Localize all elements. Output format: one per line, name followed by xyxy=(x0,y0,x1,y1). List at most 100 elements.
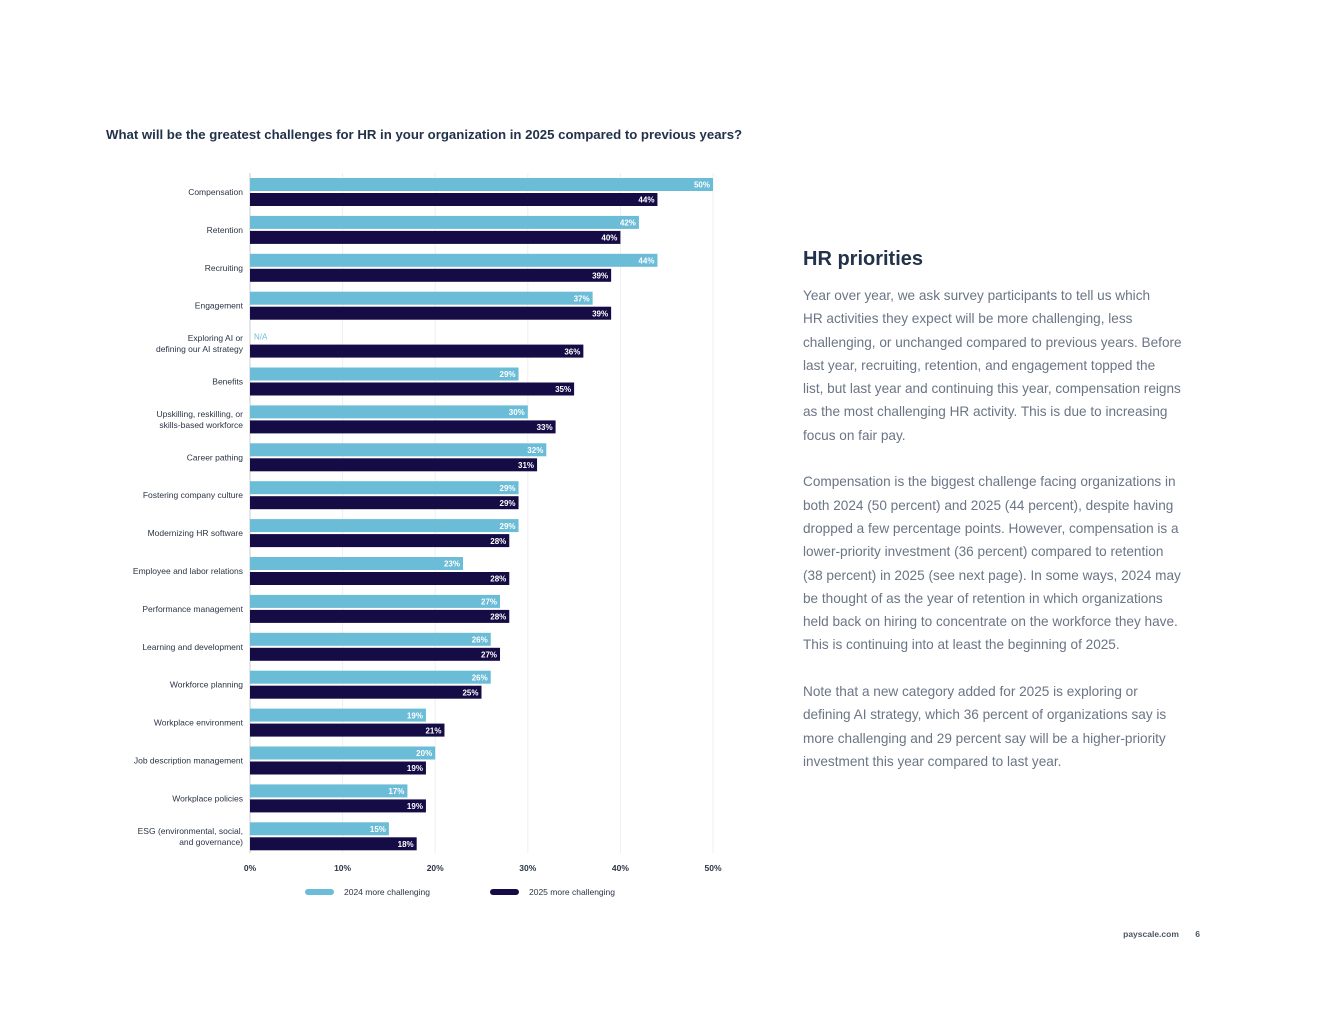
bar-2024 xyxy=(250,519,519,533)
category-label: Employee and labor relations xyxy=(133,566,243,576)
bar-2024-label: 23% xyxy=(444,560,460,569)
body-paragraph: Note that a new category added for 2025 … xyxy=(803,680,1208,773)
page-footer: payscale.com 6 xyxy=(1123,929,1200,939)
bar-2025-label: 35% xyxy=(555,385,571,394)
bar-2025 xyxy=(250,761,426,775)
category-label: Learning and development xyxy=(142,642,243,652)
legend-swatch-2024 xyxy=(305,889,334,895)
paragraph-line: lower-priority investment (36 percent) c… xyxy=(803,544,1164,560)
bar-2025-label: 21% xyxy=(425,726,441,735)
category-label: defining our AI strategy xyxy=(156,344,244,354)
bar-2024 xyxy=(250,253,658,267)
category-label: Compensation xyxy=(188,187,243,197)
bar-2025 xyxy=(250,496,519,510)
bar-2024 xyxy=(250,822,389,836)
bar-2024-label: 15% xyxy=(370,825,386,834)
section-body: Year over year, we ask survey participan… xyxy=(803,284,1208,773)
bar-2025-label: 27% xyxy=(481,651,497,660)
paragraph-line: both 2024 (50 percent) and 2025 (44 perc… xyxy=(803,497,1174,513)
paragraph-line: more challenging and 29 percent say will… xyxy=(803,730,1166,746)
bar-2025 xyxy=(250,193,658,206)
category-label: Benefits xyxy=(212,377,243,387)
page-number: 6 xyxy=(1195,929,1200,939)
category-label: Job description management xyxy=(134,756,244,766)
bar-2024-label: 29% xyxy=(500,370,516,379)
bar-2024-label: 30% xyxy=(509,408,525,417)
bar-2025-label: 36% xyxy=(564,347,580,356)
paragraph-line: Compensation is the biggest challenge fa… xyxy=(803,474,1176,490)
bar-2024 xyxy=(250,670,491,684)
bar-2024 xyxy=(250,632,491,646)
bar-2025 xyxy=(250,268,612,282)
bar-2024-label: 20% xyxy=(416,749,432,758)
bar-2025-label: 33% xyxy=(537,423,553,432)
paragraph-line: be thought of as the year of retention i… xyxy=(803,590,1163,606)
category-label: Modernizing HR software xyxy=(148,528,244,538)
hr-priorities-section: HR priorities Year over year, we ask sur… xyxy=(803,248,1208,797)
bar-2024 xyxy=(250,178,713,191)
bar-2025 xyxy=(250,799,426,813)
paragraph-line: Note that a new category added for 2025 … xyxy=(803,684,1138,700)
paragraph-line: focus on fair pay. xyxy=(803,427,906,443)
bar-2025 xyxy=(250,685,482,699)
category-label: Recruiting xyxy=(205,263,244,273)
bar-2024 xyxy=(250,215,639,229)
bar-2025 xyxy=(250,344,584,358)
bar-2024 xyxy=(250,291,593,305)
x-tick-label: 10% xyxy=(334,863,351,873)
category-label: Workplace environment xyxy=(154,718,244,728)
section-title: HR priorities xyxy=(803,248,924,270)
bar-2025-label: 39% xyxy=(592,309,608,318)
bar-2024 xyxy=(250,367,519,381)
bar-2024-label: 44% xyxy=(638,257,654,266)
bar-2024 xyxy=(250,746,436,760)
x-tick-label: 0% xyxy=(244,863,257,873)
paragraph-line: investment this year compared to last ye… xyxy=(803,753,1062,769)
bar-2025 xyxy=(250,382,575,396)
bar-2024-label: 37% xyxy=(574,294,590,303)
x-tick-label: 30% xyxy=(519,863,536,873)
bar-2024 xyxy=(250,481,519,495)
chart-title: What will be the greatest challenges for… xyxy=(106,127,743,142)
bar-2024 xyxy=(250,784,408,798)
bar-2024 xyxy=(250,405,528,419)
paragraph-line: defining AI strategy, which 36 percent o… xyxy=(803,707,1167,723)
bar-2025-label: 39% xyxy=(592,272,608,281)
bar-2024-label: 29% xyxy=(500,522,516,531)
bar-2024-label: 19% xyxy=(407,711,423,720)
category-label: ESG (environmental, social, xyxy=(138,826,243,836)
paragraph-line: HR activities they expect will be more c… xyxy=(803,311,1133,327)
paragraph-line: held back on hiring to concentrate on th… xyxy=(803,614,1178,630)
paragraph-line: dropped a few percentage points. However… xyxy=(803,520,1179,536)
bar-2024 xyxy=(250,708,426,722)
bar-2025 xyxy=(250,647,501,661)
paragraph-line: (38 percent) in 2025 (see next page). In… xyxy=(803,567,1181,583)
bar-2024-label: 32% xyxy=(527,446,543,455)
category-label: Fostering company culture xyxy=(143,490,243,500)
body-paragraph: Compensation is the biggest challenge fa… xyxy=(803,470,1208,656)
x-tick-label: 50% xyxy=(704,863,721,873)
bar-2025 xyxy=(250,572,510,585)
bar-2024 xyxy=(250,443,547,457)
bar-2025-label: 19% xyxy=(407,764,423,773)
category-label: skills-based workforce xyxy=(159,420,243,430)
bar-2025 xyxy=(250,609,510,623)
bar-2025-label: 28% xyxy=(490,613,506,622)
x-tick-label: 20% xyxy=(427,863,444,873)
bar-2025 xyxy=(250,458,538,472)
bar-2024-na-label: N/A xyxy=(254,332,268,341)
body-paragraph: Year over year, we ask survey participan… xyxy=(803,284,1208,447)
category-label: Workforce planning xyxy=(170,680,243,690)
bar-2025-label: 44% xyxy=(638,196,654,205)
paragraph-line: Year over year, we ask survey participan… xyxy=(803,288,1151,303)
bar-2025 xyxy=(250,837,417,851)
bar-2024-label: 27% xyxy=(481,598,497,607)
paragraph-line: as the most challenging HR activity. Thi… xyxy=(803,404,1168,420)
bar-2025-label: 29% xyxy=(500,499,516,508)
paragraph-line: This is continuing into at least the beg… xyxy=(803,637,1120,653)
paragraph-line: last year, recruiting, retention, and en… xyxy=(803,357,1156,373)
category-label: Exploring AI or xyxy=(188,333,243,343)
category-label: Workplace policies xyxy=(172,793,243,803)
bar-2025-label: 19% xyxy=(407,802,423,811)
legend-label-2024: 2024 more challenging xyxy=(344,887,430,897)
